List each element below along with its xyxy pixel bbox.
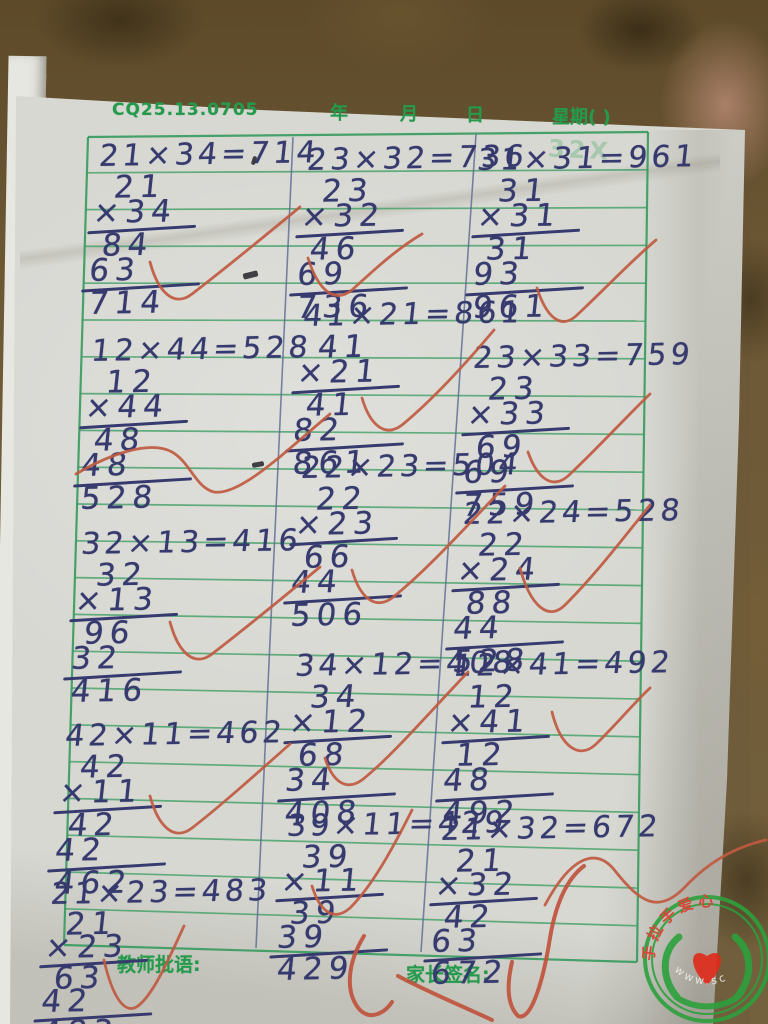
- work-operand-mul: ×34: [91, 193, 179, 231]
- problem-block: 32×13=416 32 ×13 96 32 416: [63, 523, 304, 710]
- work-operand-mul: ×41: [445, 703, 533, 741]
- equation-answer: 22×24=528: [461, 493, 686, 532]
- equation-answer: 12×41=492: [451, 645, 676, 684]
- work-partial-2: 63: [87, 251, 143, 289]
- work-partial-2: 32: [69, 639, 125, 677]
- work-partial-2: 63: [429, 922, 485, 960]
- problem-block: 21×32=672 21 ×32 42 63 672: [423, 809, 664, 992]
- problem-block: 12×44=528 12 ×44 48 48 528: [73, 330, 314, 517]
- work-operand-mul: ×33: [465, 395, 553, 433]
- work-partial-2: 42: [39, 982, 95, 1020]
- problem-block: 12×41=492 12 ×41 12 48 492: [435, 645, 676, 832]
- problem-block: 21×34=714 21 ×34 84 63 714: [81, 135, 322, 322]
- notebook-code: CQ25.13.0705: [112, 100, 259, 120]
- work-partial-2: 69: [461, 453, 517, 491]
- work-partial-2: 42: [53, 831, 109, 869]
- work-partial-2: 93: [471, 255, 527, 293]
- work-partial-2: 48: [441, 761, 497, 799]
- equation-answer: 42×11=462: [63, 715, 288, 754]
- problem-block: 31×31=961 31 ×31 31 93 961: [465, 139, 700, 326]
- work-operand-mul: ×24: [455, 551, 543, 589]
- work-partial-2: 48: [79, 446, 135, 484]
- equation-answer: 12×44=528: [89, 330, 314, 369]
- work-result: 416: [68, 672, 151, 710]
- problem-block: 23×33=759 23 ×33 69 69 759: [455, 337, 696, 524]
- equation-answer: 21×34=714: [97, 135, 322, 174]
- work-result: 961: [470, 288, 553, 326]
- equation-answer: 32×13=416: [79, 523, 304, 562]
- work-operand-mul: ×31: [475, 197, 563, 235]
- equation-answer: 31×31=961: [475, 139, 700, 178]
- work-operand-mul: ×23: [43, 928, 131, 966]
- work-partial-2: 44: [451, 609, 507, 647]
- work-operand-mul: ×11: [57, 773, 145, 811]
- weekday-label: 星期( ): [552, 107, 611, 128]
- equation-answer: 23×33=759: [471, 337, 696, 376]
- work-result: 528: [78, 479, 161, 517]
- day-label: 日: [466, 105, 484, 126]
- equation-answer: 21×32=672: [439, 809, 664, 848]
- work-operand-mul: ×44: [83, 388, 171, 426]
- work-operand-mul: ×32: [433, 866, 521, 904]
- month-label: 月: [400, 104, 418, 125]
- work-result: 714: [86, 284, 169, 322]
- work-operand-mul: ×13: [73, 581, 161, 619]
- problem-block: 21×23=483 21 ×23 63 42 483: [33, 873, 273, 1024]
- work-result: 672: [429, 954, 511, 992]
- year-label: 年: [330, 103, 348, 124]
- problem-block: 42×11=462 42 ×11 42 42 462: [47, 715, 288, 902]
